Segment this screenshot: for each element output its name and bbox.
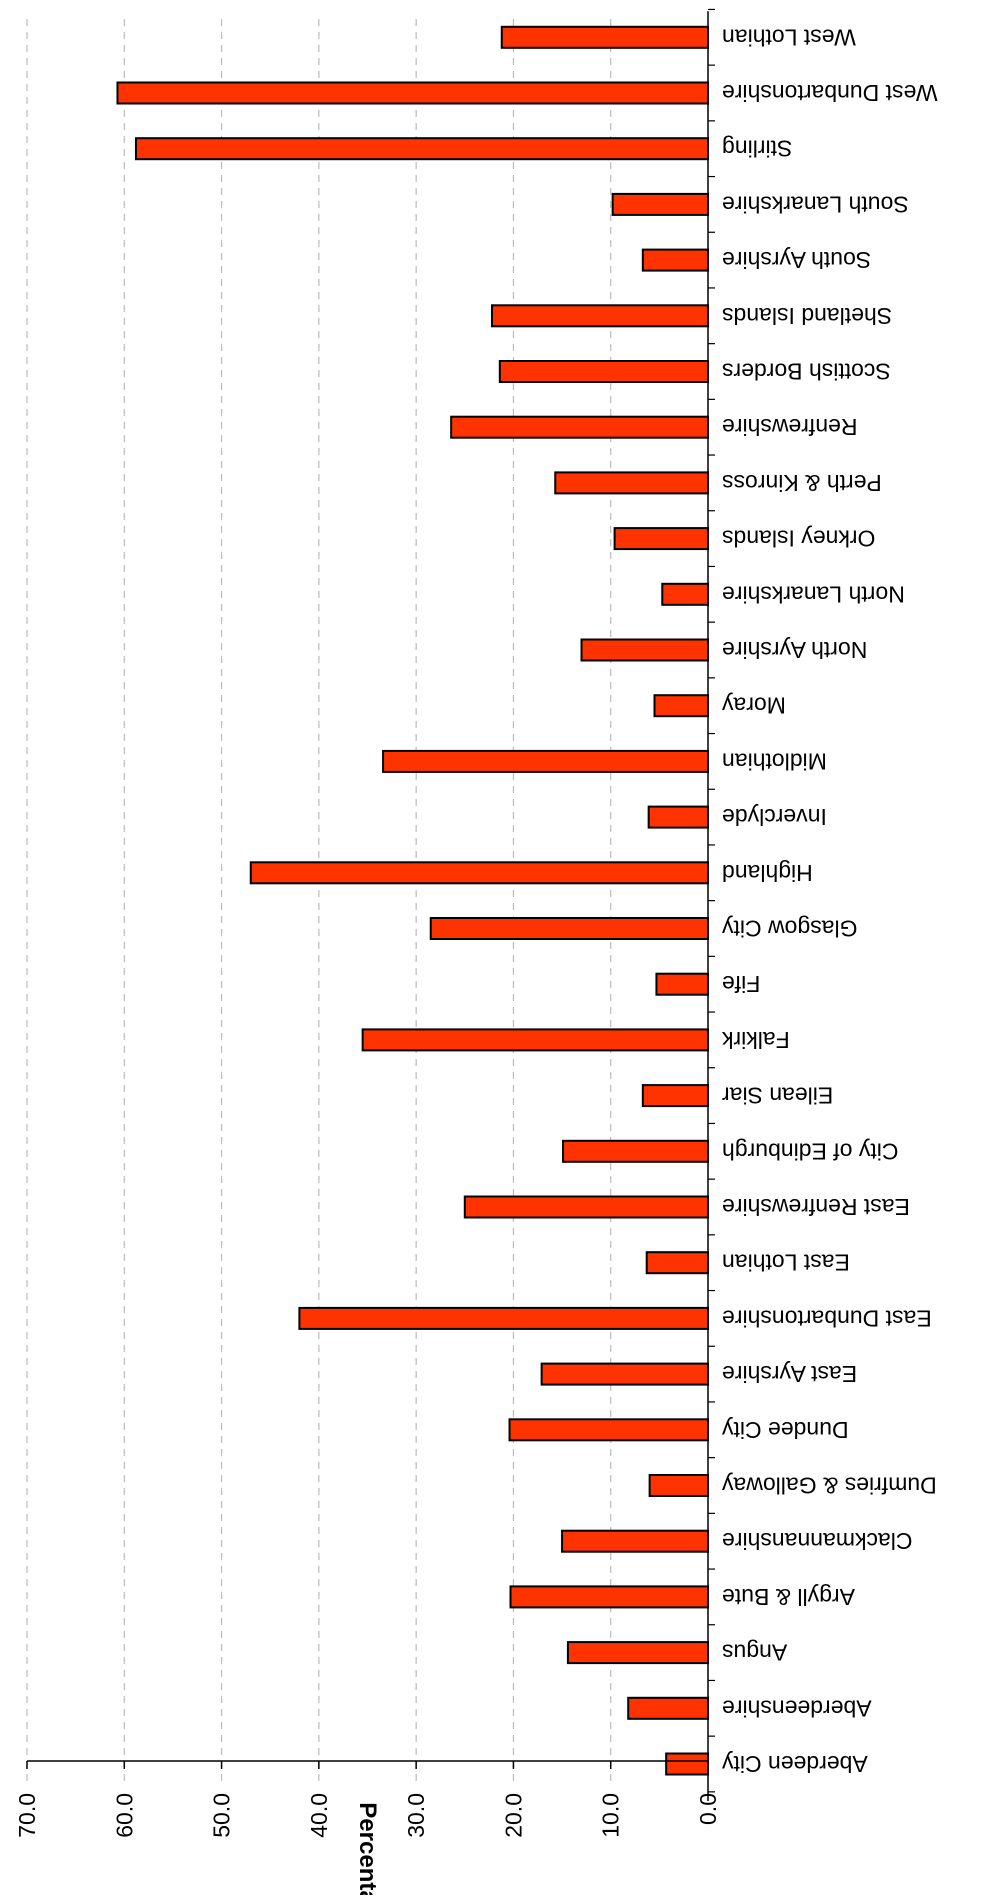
category-label: East Dunbartonshire [722,1305,932,1331]
category-label: City of Edinburgh [722,1138,898,1164]
bar [641,1084,709,1108]
bar [554,471,709,495]
bar [561,1529,709,1553]
category-label: Moray [722,693,786,719]
bar [562,1139,709,1163]
bar [491,304,709,328]
category-label: Highland [722,860,813,886]
category-label: West Lothian [722,24,856,50]
category-label: North Ayrshire [722,637,867,663]
category-label: Aberdeen City [722,1751,868,1777]
category-label: Aberdeenshire [722,1695,872,1721]
category-label: Eilean Siar [722,1083,834,1109]
category-label: West Dunbartonshire [722,80,938,106]
category-label: Angus [722,1640,787,1666]
category-label: Midlothian [722,748,827,774]
value-tick-label: 30.0 [403,1793,429,1838]
category-label: Perth & Kinross [722,470,882,496]
bar [655,972,709,996]
category-label: Inverclyde [722,804,827,830]
value-tick-label: 40.0 [306,1793,332,1838]
value-tick-label: 20.0 [500,1793,526,1838]
bar [611,192,709,216]
value-axis-title: Percentage [354,1802,381,1895]
bar [653,694,709,718]
bar [627,1696,709,1720]
bar [509,1585,709,1609]
bar [249,861,709,885]
value-tick-label: 60.0 [111,1793,137,1838]
bar [661,582,709,606]
category-label: East Ayrshire [722,1361,857,1387]
bar [641,248,709,272]
bar [361,1028,709,1052]
category-label: Shetland Islands [722,303,892,329]
bar [463,1195,709,1219]
category-label: North Lanarkshire [722,581,905,607]
bar [500,25,709,49]
value-tick-label: 50.0 [209,1793,235,1838]
bar [540,1362,709,1386]
bar [116,81,709,105]
category-label: Dundee City [722,1417,849,1443]
value-tick-label: 0.0 [695,1793,721,1825]
category-label: South Lanarkshire [722,191,909,217]
bar [580,638,709,662]
bars [116,25,709,1776]
category-label: Dumfries & Galloway [722,1473,937,1499]
axes [26,8,715,1801]
bar [429,917,709,940]
category-label: Glasgow City [722,916,858,942]
category-label: Orkney Islands [722,526,875,552]
gridlines [26,15,612,1781]
bar [613,527,709,551]
value-tick-label: 10.0 [598,1793,624,1838]
labels: Aberdeen City Aberdeenshire Angus Argyll & … [14,24,938,1900]
bar [566,1641,709,1665]
bar [382,749,709,773]
category-label: East Lothian [722,1250,850,1276]
bar [134,137,709,161]
value-tick-label: 70.0 [14,1793,40,1838]
category-label: Renfrewshire [722,414,858,440]
category-label: Clackmannanshire [722,1528,912,1554]
bar [648,1474,709,1497]
bar [508,1418,709,1442]
category-label: South Ayrshire [722,247,871,273]
category-label: East Renfrewshire [722,1194,910,1220]
bar [450,415,709,439]
bar [645,1251,709,1275]
category-label: Fife [722,971,760,997]
bar [498,360,709,383]
category-label: Argyll & Bute [722,1584,855,1610]
bar [298,1306,709,1330]
category-label: Falkirk [722,1027,790,1053]
bar [647,805,709,829]
category-label: Stirling [722,136,792,162]
bar [665,1752,709,1776]
category-label: Scottish Borders [722,359,891,385]
